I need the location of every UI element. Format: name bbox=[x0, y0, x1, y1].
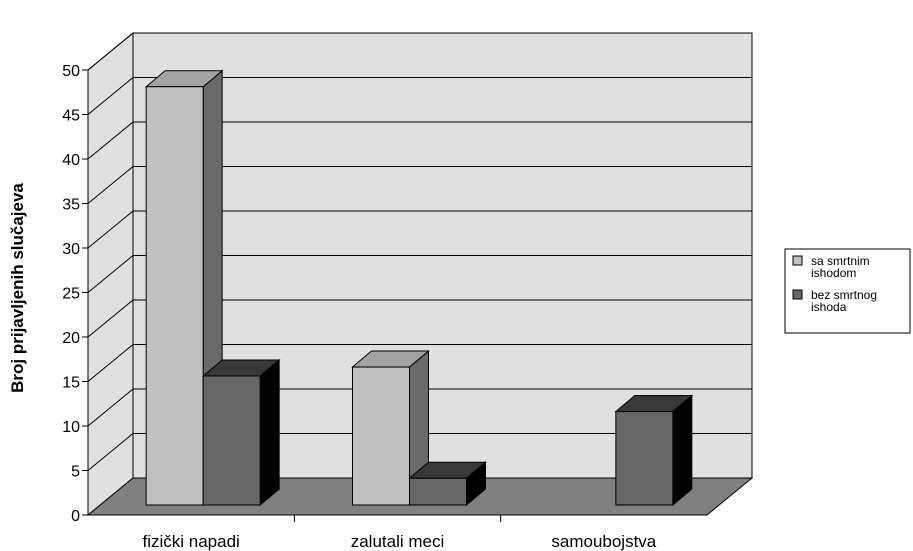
y-tick-label: 20 bbox=[62, 330, 80, 347]
bar-side bbox=[259, 358, 280, 507]
bar-front bbox=[615, 411, 674, 506]
y-tick-label: 10 bbox=[62, 419, 80, 436]
bar bbox=[614, 394, 694, 507]
legend: sa smrtnim ishodom bez smrtnog ishoda bbox=[784, 248, 911, 334]
y-axis-label: Broj prijavljenih slučajeva bbox=[8, 183, 27, 393]
bar bbox=[201, 358, 281, 507]
y-tick-label: 50 bbox=[62, 63, 80, 80]
y-tick-label: 40 bbox=[62, 152, 80, 169]
y-tick-label: 35 bbox=[62, 197, 80, 214]
bar-front bbox=[352, 366, 410, 506]
bar-front bbox=[409, 477, 467, 506]
legend-swatch bbox=[792, 255, 803, 266]
bars bbox=[144, 69, 694, 507]
legend-item: sa smrtnim ishodom bbox=[792, 254, 870, 280]
gridline bbox=[87, 344, 752, 382]
y-tick-label: 5 bbox=[71, 464, 80, 481]
x-tick-labels: fizički napadi zalutali meci samoubojstva bbox=[143, 532, 657, 551]
y-tick-label: 15 bbox=[62, 375, 80, 392]
bar bbox=[408, 461, 487, 507]
gridline bbox=[87, 433, 752, 471]
gridline bbox=[87, 77, 752, 115]
y-tick-label: 45 bbox=[62, 108, 80, 125]
axes bbox=[82, 69, 707, 522]
gridline bbox=[87, 32, 752, 71]
gridline bbox=[87, 299, 752, 338]
y-tick-labels: 0 5 10 15 20 25 30 35 40 45 50 bbox=[62, 63, 80, 525]
gridline bbox=[87, 255, 752, 293]
gridline bbox=[87, 210, 752, 249]
legend-label: sa smrtnim ishodom bbox=[811, 254, 870, 280]
legend-item: bez smrtnog ishoda bbox=[792, 288, 877, 314]
bar-front bbox=[202, 375, 261, 506]
x-tick-label: zalutali meci bbox=[351, 532, 445, 551]
y-tick-label: 25 bbox=[62, 286, 80, 303]
gridlines bbox=[87, 32, 752, 471]
y-tick-label: 30 bbox=[62, 241, 80, 258]
legend-swatch bbox=[792, 289, 803, 300]
bar bbox=[144, 69, 224, 507]
x-tick-label: samoubojstva bbox=[551, 532, 656, 551]
gridline bbox=[87, 121, 752, 160]
legend-label: bez smrtnog ishoda bbox=[811, 288, 877, 314]
bar-side bbox=[672, 394, 693, 507]
legend-box bbox=[784, 248, 911, 334]
gridline bbox=[87, 388, 752, 427]
y-tick-label: 0 bbox=[71, 508, 80, 525]
bar-front bbox=[145, 86, 204, 506]
gridline bbox=[87, 166, 752, 204]
x-tick-label: fizički napadi bbox=[143, 532, 240, 551]
